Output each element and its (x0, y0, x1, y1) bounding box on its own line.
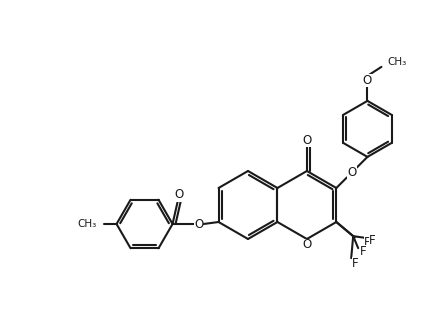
Text: CH₃: CH₃ (77, 219, 97, 229)
Text: CH₃: CH₃ (388, 57, 407, 67)
Text: O: O (194, 217, 203, 231)
Text: F: F (363, 236, 370, 249)
Text: F: F (369, 234, 375, 247)
Text: O: O (302, 238, 311, 252)
Text: O: O (174, 189, 183, 201)
Text: O: O (302, 133, 311, 147)
Text: O: O (363, 74, 372, 87)
Text: F: F (360, 245, 366, 257)
Text: O: O (347, 166, 357, 179)
Text: F: F (352, 256, 359, 270)
